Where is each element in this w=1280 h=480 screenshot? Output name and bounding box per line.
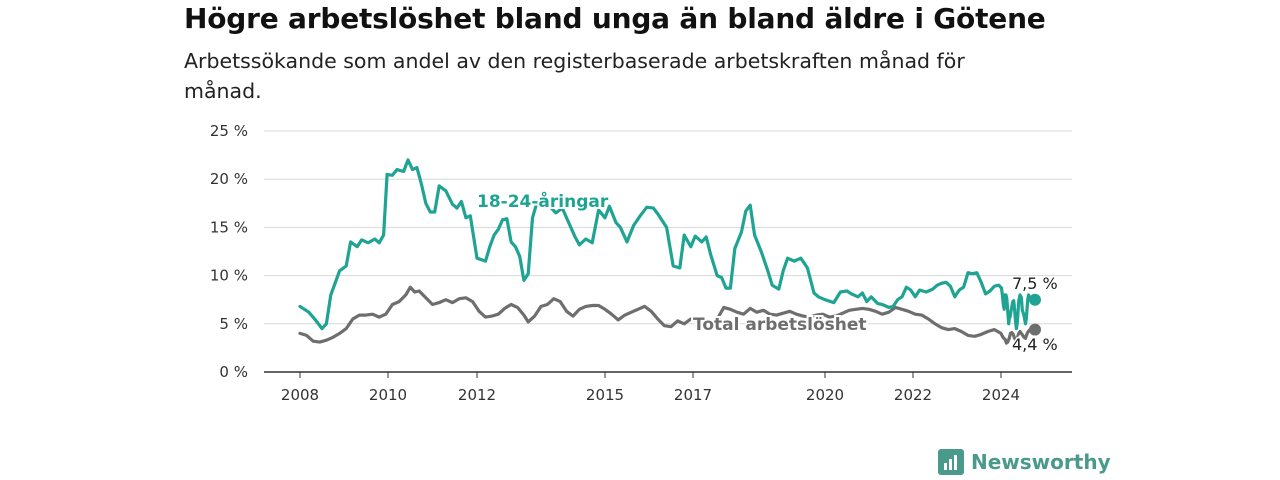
y-tick-label: 15 % [210, 218, 248, 236]
end-label-18-24: 7,5 % [1012, 274, 1058, 293]
x-tick-label: 2022 [894, 386, 932, 404]
brand-name: Newsworthy [971, 450, 1111, 474]
end-point-marker [1029, 323, 1041, 336]
y-tick-label: 5 % [219, 315, 248, 333]
end-label-total: 4,4 % [1012, 335, 1058, 354]
x-axis-ticks: 2008 2010 2012 2015 2017 2020 2022 2024 [281, 372, 1020, 404]
x-tick-label: 2024 [982, 386, 1020, 404]
x-tick-label: 2017 [674, 386, 712, 404]
series-lines [298, 158, 1041, 345]
x-tick-label: 2012 [458, 386, 496, 404]
x-tick-label: 2015 [586, 386, 624, 404]
series-label-18-24: 18-24-åringar [477, 190, 609, 212]
grid-lines [264, 130, 1072, 373]
series-line-total [298, 285, 1032, 345]
newsworthy-logo: Newsworthy [938, 449, 1111, 475]
y-tick-label: 0 % [219, 363, 248, 381]
y-tick-label: 20 % [210, 170, 248, 188]
y-tick-label: 10 % [210, 267, 248, 285]
end-point-marker [1029, 293, 1041, 306]
series-labels: 18-24-åringar Total arbetslöshet 7,5 % 4,4 … [475, 188, 1059, 356]
series-label-total: Total arbetslöshet [693, 315, 867, 335]
series-line-18-24 [298, 158, 1032, 331]
chart-subtitle: Arbetssökande som andel av den registerb… [184, 49, 965, 103]
x-tick-label: 2020 [806, 386, 844, 404]
y-axis-ticks: 0 % 5 % 10 % 15 % 20 % 25 % [210, 122, 248, 381]
x-tick-label: 2010 [369, 386, 407, 404]
chart-title: Högre arbetslöshet bland unga än bland ä… [184, 2, 1046, 35]
x-tick-label: 2008 [281, 386, 319, 404]
y-tick-label: 25 % [210, 122, 248, 140]
bar-chart-logo-icon [938, 449, 964, 475]
